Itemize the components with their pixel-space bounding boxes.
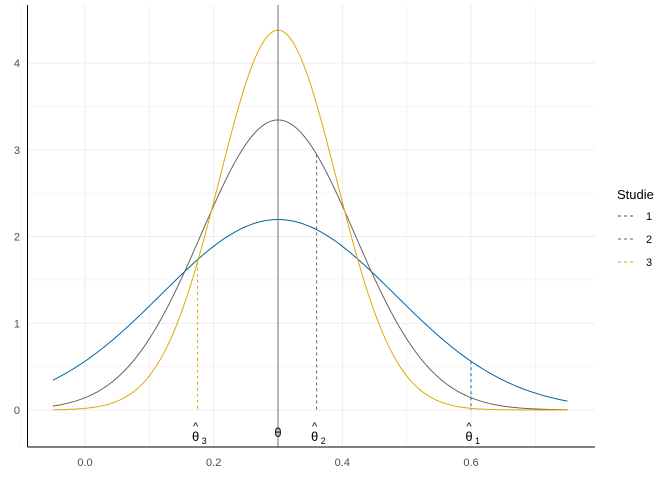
x-tick-label: 0.6 bbox=[463, 457, 478, 469]
legend-label-1: 1 bbox=[646, 211, 652, 223]
estimate-theta: θ bbox=[192, 429, 199, 444]
estimate-subscript: 2 bbox=[321, 436, 326, 446]
legend-label-2: 2 bbox=[646, 234, 652, 246]
x-tick-label: 0.2 bbox=[206, 457, 221, 469]
estimate-label-3: ^θ 3 bbox=[192, 421, 207, 446]
density-curve-2 bbox=[52, 119, 568, 411]
x-tick-label: 0.4 bbox=[335, 457, 350, 469]
annotations: θ ^θ 1^θ 2^θ 3 bbox=[192, 421, 480, 446]
x-tick-labels: 0.0 0.2 0.4 0.6 bbox=[77, 457, 478, 469]
grid-major bbox=[28, 5, 595, 446]
density-curves bbox=[52, 29, 568, 411]
legend: Studie 1 2 3 bbox=[617, 187, 654, 269]
axes bbox=[27, 5, 595, 448]
x-tick-label: 0.0 bbox=[77, 457, 92, 469]
estimate-theta: θ bbox=[311, 429, 318, 444]
estimate-theta: θ bbox=[465, 429, 472, 444]
estimate-label-1: ^θ 1 bbox=[465, 421, 480, 446]
estimate-subscript: 1 bbox=[475, 436, 480, 446]
estimate-lines bbox=[197, 5, 472, 447]
y-tick-labels: 0 1 2 3 4 bbox=[14, 58, 20, 417]
legend-title: Studie bbox=[617, 187, 654, 202]
density-curve-3 bbox=[52, 29, 568, 411]
estimate-hat: ^ bbox=[193, 421, 199, 433]
y-tick-label: 2 bbox=[14, 232, 20, 244]
estimate-subscript: 3 bbox=[202, 436, 207, 446]
estimate-hat: ^ bbox=[466, 421, 472, 433]
y-tick-label: 4 bbox=[14, 58, 20, 70]
legend-label-3: 3 bbox=[646, 257, 652, 269]
y-tick-label: 1 bbox=[14, 318, 20, 330]
theta-label: θ bbox=[274, 425, 281, 440]
density-curve-1 bbox=[52, 219, 568, 402]
estimate-hat: ^ bbox=[312, 421, 318, 433]
estimate-label-2: ^θ 2 bbox=[311, 421, 326, 446]
y-tick-label: 0 bbox=[14, 405, 20, 417]
y-tick-label: 3 bbox=[14, 145, 20, 157]
